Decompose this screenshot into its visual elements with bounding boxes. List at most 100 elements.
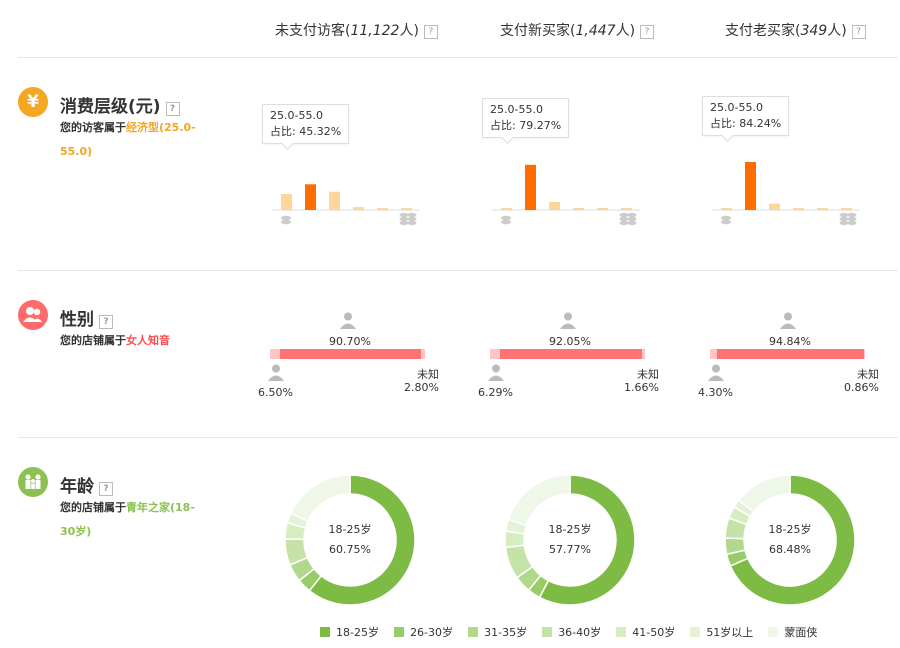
- female-bar[interactable]: [280, 349, 421, 359]
- section-title-gender: 性别?: [60, 305, 113, 330]
- consume-bar[interactable]: [377, 208, 388, 210]
- coin-icon-high: [839, 212, 857, 226]
- section-desc-age: 您的店铺属于青年之家(18-30岁): [60, 501, 195, 538]
- gender-column: 94.84% 4.30% 未知 0.86%: [695, 305, 885, 405]
- column-header-old-buyer: 支付老买家(349人)?: [725, 20, 866, 40]
- male-percent: 6.50%: [258, 386, 293, 399]
- help-icon[interactable]: ?: [640, 25, 655, 39]
- family-icon: [18, 467, 48, 497]
- legend-item[interactable]: 18-25岁: [320, 626, 379, 639]
- legend-swatch: [690, 627, 701, 637]
- consume-bar[interactable]: [281, 194, 292, 210]
- legend-item[interactable]: 36-40岁: [542, 626, 601, 639]
- help-icon[interactable]: ?: [165, 102, 180, 116]
- consume-bar[interactable]: [769, 203, 780, 210]
- unknown-label: 未知: [857, 368, 879, 381]
- consume-bar[interactable]: [721, 208, 732, 210]
- coin-icon-low: [501, 215, 511, 225]
- legend-item[interactable]: 41-50岁: [616, 626, 675, 639]
- donut-center-label: 18-25岁: [328, 523, 372, 536]
- consume-bar[interactable]: [305, 184, 316, 210]
- consume-tooltip: 25.0-55.0 占比: 45.32%: [262, 104, 350, 144]
- male-percent: 6.29%: [478, 386, 513, 399]
- female-percent: 90.70%: [329, 335, 371, 348]
- legend-item[interactable]: 26-30岁: [394, 626, 453, 639]
- consume-tooltip: 25.0-55.0 占比: 84.24%: [702, 96, 790, 136]
- consume-bar[interactable]: [329, 191, 340, 210]
- divider: [18, 437, 898, 438]
- section-title-consume: 消费层级(元)?: [60, 92, 180, 117]
- donut-slice[interactable]: [308, 474, 416, 606]
- male-percent: 4.30%: [698, 386, 733, 399]
- consume-bar[interactable]: [793, 208, 804, 210]
- consume-bar[interactable]: [573, 208, 584, 210]
- consume-bar-chart: [492, 164, 640, 226]
- help-icon[interactable]: ?: [851, 25, 866, 39]
- legend-item[interactable]: 51岁以上: [690, 626, 753, 639]
- help-icon[interactable]: ?: [423, 25, 438, 39]
- unknown-label: 未知: [637, 368, 659, 381]
- female-percent: 92.05%: [549, 335, 591, 348]
- coin-icon-high: [619, 212, 637, 226]
- donut-center-label: 18-25岁: [548, 523, 592, 536]
- consume-bar[interactable]: [841, 208, 852, 210]
- donut-slice[interactable]: [538, 474, 636, 606]
- male-icon: [708, 364, 724, 381]
- donut-slice[interactable]: [289, 474, 351, 523]
- unknown-percent: 0.86%: [844, 381, 879, 394]
- donut-center-value: 60.75%: [329, 543, 371, 556]
- legend-item[interactable]: 蒙面侠: [768, 626, 817, 639]
- female-icon: [560, 312, 576, 329]
- donut-slice[interactable]: [507, 474, 571, 527]
- legend-swatch: [468, 627, 479, 637]
- age-donut-chart: [504, 474, 636, 606]
- male-icon: [488, 364, 504, 381]
- yen-icon: ¥: [18, 87, 48, 117]
- legend-swatch: [394, 627, 405, 637]
- donut-slice[interactable]: [737, 474, 791, 513]
- unknown-bar[interactable]: [642, 349, 645, 359]
- help-icon[interactable]: ?: [99, 482, 113, 496]
- male-bar[interactable]: [270, 349, 281, 359]
- female-bar[interactable]: [716, 349, 864, 359]
- consume-bar[interactable]: [501, 208, 512, 210]
- family-glyph: [25, 474, 41, 489]
- consume-bar-chart: [272, 184, 420, 226]
- consume-bar[interactable]: [401, 208, 412, 210]
- gender-column: 90.70% 6.50% 未知 2.80%: [255, 305, 445, 405]
- male-bar[interactable]: [490, 349, 500, 359]
- male-bar[interactable]: [710, 349, 717, 359]
- column-header-unpaid: 未支付访客(11,122人)?: [275, 20, 438, 40]
- consume-bar[interactable]: [549, 202, 560, 210]
- female-icon: [340, 312, 356, 329]
- consume-bar-chart: [712, 162, 860, 226]
- divider: [18, 270, 898, 271]
- people-glyph: [23, 307, 42, 322]
- donut-center-value: 68.48%: [769, 543, 811, 556]
- consume-bar[interactable]: [621, 208, 632, 210]
- female-bar[interactable]: [499, 349, 643, 359]
- legend-swatch: [542, 627, 553, 637]
- gender-column: 92.05% 6.29% 未知 1.66%: [475, 305, 665, 405]
- age-donut-chart: [284, 474, 416, 606]
- consume-bar[interactable]: [525, 164, 536, 210]
- consume-bar[interactable]: [745, 162, 756, 210]
- consume-bar[interactable]: [353, 207, 364, 210]
- consume-bar[interactable]: [597, 208, 608, 210]
- donut-slice[interactable]: [729, 474, 856, 606]
- donut-center-label: 18-25岁: [768, 523, 812, 536]
- legend-item[interactable]: 31-35岁: [468, 626, 527, 639]
- section-title-age: 年龄?: [60, 472, 113, 497]
- unknown-bar[interactable]: [863, 349, 865, 359]
- section-desc-consume: 您的访客属于经济型(25.0-55.0): [60, 121, 196, 158]
- people-icon: [18, 300, 48, 330]
- unknown-bar[interactable]: [420, 349, 425, 359]
- unknown-percent: 2.80%: [404, 381, 439, 394]
- consume-bar[interactable]: [817, 208, 828, 210]
- male-icon: [268, 364, 284, 381]
- coin-icon-low: [721, 215, 731, 225]
- help-icon[interactable]: ?: [99, 315, 113, 329]
- column-header-new-buyer: 支付新买家(1,447人)?: [500, 20, 655, 40]
- age-donut-chart: [724, 474, 856, 606]
- female-icon: [780, 312, 796, 329]
